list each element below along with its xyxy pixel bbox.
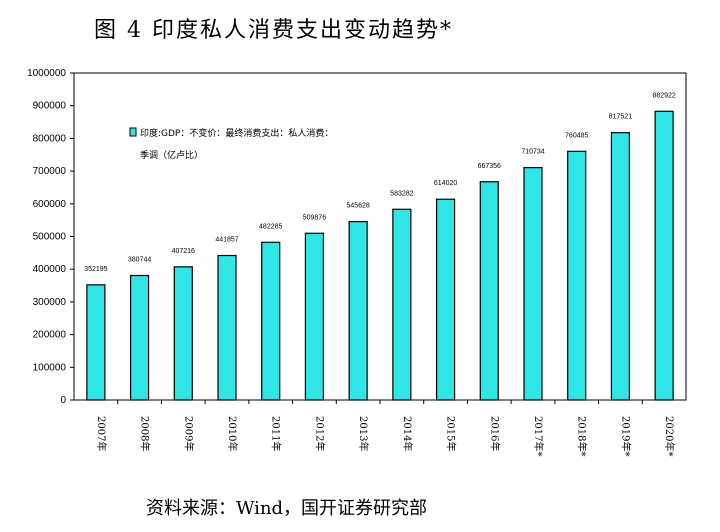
y-tick-label: 600000 <box>33 199 67 210</box>
bar <box>129 274 150 401</box>
x-tick-label: 2007年 <box>95 416 108 451</box>
y-tick-label: 0 <box>60 395 66 406</box>
x-tick-label: 2019年* <box>619 416 632 456</box>
legend-swatch <box>129 127 137 137</box>
data-label: 380744 <box>128 256 151 263</box>
figure-title: 图 4 印度私人消费支出变动趋势* <box>94 18 453 43</box>
bar <box>348 220 368 401</box>
data-label: 882922 <box>652 92 675 99</box>
bar <box>392 208 412 401</box>
x-axis: 2007年 2008年 2009年 2010年 2011年 2012年 2013年 2014年… <box>95 400 676 456</box>
y-tick-label: 1000000 <box>27 68 66 79</box>
data-labels: 352195 380744 407216 441857 482285 509876 5456… <box>84 92 676 273</box>
data-label: 482285 <box>259 223 282 230</box>
y-tick-label: 900000 <box>33 101 67 112</box>
data-label: 760485 <box>565 132 588 139</box>
data-label: 817521 <box>609 114 632 121</box>
bar <box>567 150 587 401</box>
legend-text-line1: 印度:GDP：不变价：最终消费支出：私人消费： <box>140 127 333 139</box>
bar <box>523 166 543 401</box>
y-tick-label: 300000 <box>33 297 67 308</box>
data-label: 441857 <box>215 237 238 244</box>
x-tick-label: 2020年* <box>663 416 676 456</box>
bar <box>217 254 237 401</box>
plot-frame <box>73 72 687 401</box>
y-tick-label: 700000 <box>33 166 67 177</box>
bar <box>173 266 193 401</box>
data-label: 710734 <box>521 149 544 156</box>
bar <box>261 241 281 401</box>
data-label: 509876 <box>303 214 326 221</box>
x-tick-label: 2008年 <box>139 416 152 451</box>
bar <box>86 284 106 401</box>
x-tick-label: 2010年 <box>226 416 239 451</box>
legend-text-line2: 季调（亿卢比） <box>140 149 203 161</box>
x-tick-label: 2012年 <box>313 416 326 451</box>
bar-series <box>86 110 674 401</box>
x-tick-label: 2009年 <box>182 416 195 451</box>
bar <box>479 181 499 401</box>
x-tick-label: 2018年* <box>576 416 589 456</box>
bar <box>304 232 325 401</box>
x-tick-label: 2015年 <box>445 416 458 451</box>
data-label: 583282 <box>390 190 413 197</box>
source-note: 资料来源：Wind，国开证券研究部 <box>146 498 428 519</box>
bar <box>610 132 631 401</box>
x-tick-label: 2014年 <box>401 416 414 451</box>
data-label: 667356 <box>478 163 501 170</box>
bar <box>654 110 674 401</box>
y-tick-label: 800000 <box>33 133 67 144</box>
y-tick-label: 500000 <box>33 232 67 243</box>
y-tick-label: 100000 <box>33 362 67 373</box>
y-tick-label: 200000 <box>33 330 67 341</box>
legend: 印度:GDP：不变价：最终消费支出：私人消费： 季调（亿卢比） <box>129 127 333 161</box>
x-tick-label: 2011年 <box>270 416 283 451</box>
bar <box>435 198 456 401</box>
x-tick-label: 2016年 <box>488 416 501 451</box>
x-tick-label: 2017年* <box>532 416 545 456</box>
data-label: 352195 <box>84 266 107 273</box>
data-label: 614020 <box>434 180 457 187</box>
y-tick-label: 400000 <box>33 264 67 275</box>
x-tick-label: 2013年 <box>357 416 370 451</box>
data-label: 545628 <box>346 203 369 210</box>
data-label: 407216 <box>172 248 195 255</box>
